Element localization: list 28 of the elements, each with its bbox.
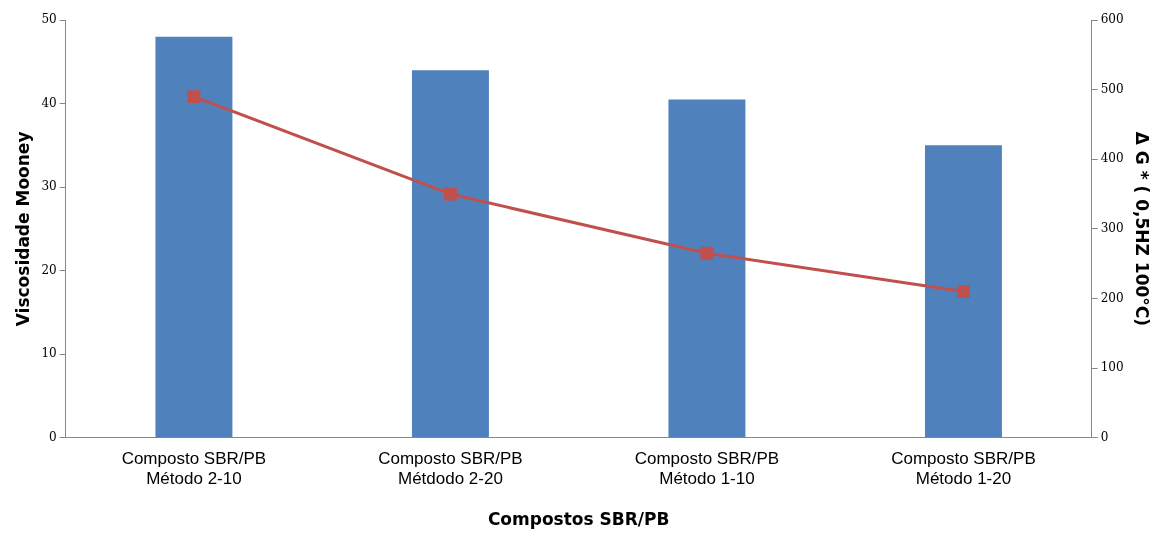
y2-tick-label: 300 bbox=[1100, 221, 1124, 236]
point bbox=[443, 187, 457, 201]
x-tick-label: Composto SBR/PB Métdodo 2-20 bbox=[378, 448, 523, 489]
x-axis-title: Compostos SBR/PB bbox=[487, 509, 670, 530]
y2-tick-label: 400 bbox=[1100, 151, 1124, 166]
y-axis-title: Viscosidade Mooney bbox=[12, 131, 33, 327]
y-tick-label: 10 bbox=[41, 346, 57, 361]
point bbox=[187, 90, 201, 104]
y-tick-label: 50 bbox=[41, 12, 57, 27]
y2-tick-label: 500 bbox=[1100, 81, 1124, 96]
x-tick-label: Composto SBR/PB Método 1-20 bbox=[891, 448, 1036, 489]
x-tick-label: Composto SBR/PB Método 2-10 bbox=[121, 448, 267, 489]
bar bbox=[411, 70, 489, 438]
x-tick-label: Composto SBR/PB Método 1-10 bbox=[634, 448, 780, 489]
y2-axis-title: Δ G * ( 0,5HZ 100°C) bbox=[1132, 131, 1153, 327]
y-tick-label: 40 bbox=[41, 95, 57, 110]
y2-tick-label: 600 bbox=[1100, 12, 1124, 27]
y2-tick-label: 100 bbox=[1100, 360, 1124, 375]
y-tick-label: 30 bbox=[41, 179, 57, 194]
y-tick-label: 20 bbox=[41, 262, 57, 277]
bar bbox=[924, 145, 1002, 438]
bar bbox=[155, 36, 233, 438]
bar bbox=[668, 99, 746, 438]
y-tick-label: 0 bbox=[49, 429, 57, 444]
y2-tick-label: 200 bbox=[1100, 290, 1124, 305]
point bbox=[700, 246, 714, 260]
y2-tick-label: 0 bbox=[1100, 429, 1109, 444]
point bbox=[956, 285, 970, 299]
